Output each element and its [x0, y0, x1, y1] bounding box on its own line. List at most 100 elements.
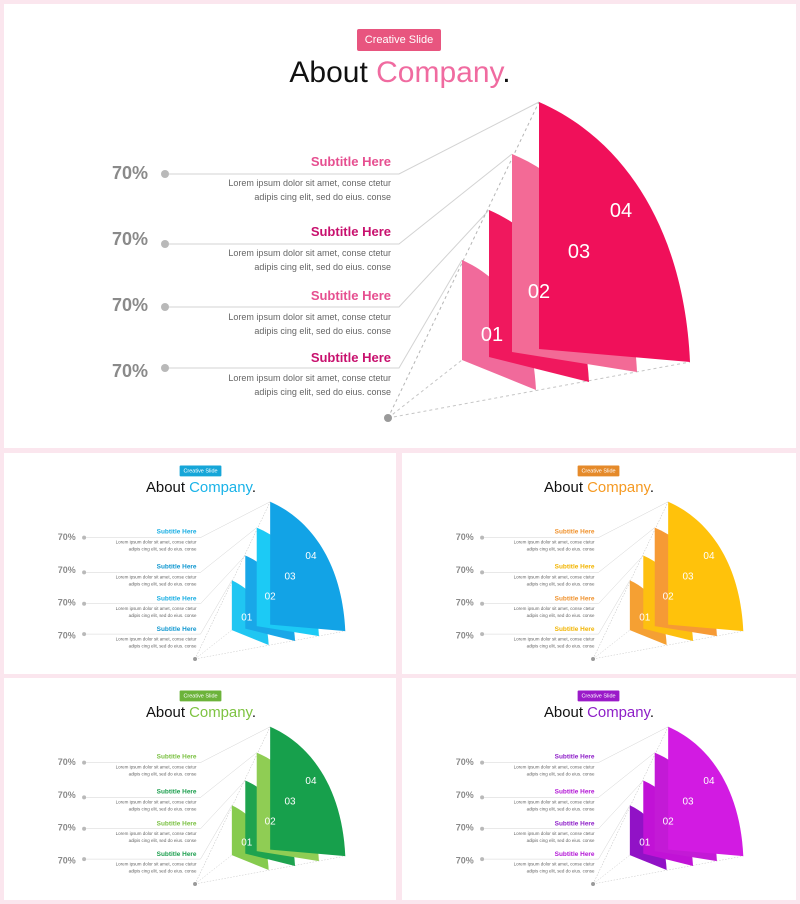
perspective-line: [592, 630, 744, 660]
bullet-dot: [82, 826, 87, 831]
item-body: Lorem ipsum dolor sit amet, conse ctetur…: [485, 636, 595, 650]
bullet-dot: [161, 240, 169, 248]
shape-number-3: 03: [285, 571, 297, 582]
item-body: Lorem ipsum dolor sit amet, conse ctetur…: [87, 764, 197, 778]
body-line: adipis cing elit, sed do eius. conse: [128, 613, 197, 619]
item-body: Lorem ipsum dolor sit amet, conse ctetur…: [87, 861, 197, 875]
percent-label: 70%: [455, 855, 474, 866]
percent-label: 70%: [57, 564, 76, 575]
shape-4: [668, 726, 744, 857]
connector-line: [484, 780, 644, 829]
connector-line: [169, 153, 513, 245]
connector-line: [484, 726, 669, 763]
bullet-dot: [480, 632, 485, 637]
bullet-dot: [480, 535, 485, 540]
creative-slide-badge: Creative Slide: [577, 690, 620, 702]
shape-number-4: 04: [610, 200, 632, 222]
body-line: Lorem ipsum dolor sit amet, conse ctetur: [513, 799, 595, 805]
item-body: Lorem ipsum dolor sit amet, conse ctetur…: [485, 861, 595, 875]
shape-number-1: 01: [481, 324, 503, 346]
body-line: Lorem ipsum dolor sit amet, conse ctetur: [513, 539, 595, 545]
body-line: adipis cing elit, sed do eius. conse: [128, 546, 197, 552]
shape-number-4: 04: [703, 551, 715, 562]
percent-label: 70%: [455, 789, 474, 800]
body-line: Lorem ipsum dolor sit amet, conse ctetur: [513, 861, 595, 867]
shape-4: [539, 102, 690, 362]
item-body: Lorem ipsum dolor sit amet, conse ctetur…: [171, 371, 391, 399]
shape-number-1: 01: [639, 838, 651, 849]
chart-graphic: 01 02 03 04: [86, 501, 346, 661]
shape-number-3: 03: [568, 241, 590, 263]
percent-label: 70%: [57, 597, 76, 608]
title-suffix: .: [649, 703, 655, 721]
item-subtitle: Subtitle Here: [554, 527, 595, 536]
body-line: adipis cing elit, sed do eius. conse: [128, 643, 197, 649]
body-line: adipis cing elit, sed do eius. conse: [526, 643, 595, 649]
body-line: adipis cing elit, sed do eius. conse: [128, 838, 197, 844]
item-body: Lorem ipsum dolor sit amet, conse ctetur…: [485, 764, 595, 778]
title-suffix: .: [649, 478, 655, 496]
title-suffix: .: [502, 56, 511, 89]
connector-line: [86, 527, 257, 573]
percent-label: 70%: [57, 855, 76, 866]
body-line: Lorem ipsum dolor sit amet, conse ctetur: [228, 178, 391, 188]
body-line: adipis cing elit, sed do eius. conse: [254, 326, 391, 336]
shape-4: [668, 501, 744, 632]
slide-orange: Creative Slide About Company. 01 02 03 04 70% S…: [402, 453, 796, 674]
shape-number-1: 01: [639, 613, 651, 624]
body-line: adipis cing elit, sed do eius. conse: [128, 771, 197, 777]
item-body: Lorem ipsum dolor sit amet, conse ctetur…: [87, 539, 197, 553]
item-subtitle: Subtitle Here: [554, 752, 595, 761]
shape-number-1: 01: [241, 613, 253, 624]
item-subtitle: Subtitle Here: [554, 625, 595, 633]
title-prefix: About: [543, 703, 588, 721]
creative-slide-badge: Creative Slide: [179, 690, 222, 702]
title-prefix: About: [543, 478, 588, 496]
connector-line: [86, 726, 271, 763]
body-line: adipis cing elit, sed do eius. conse: [254, 387, 391, 397]
connector-line: [484, 555, 644, 604]
item-subtitle: Subtitle Here: [554, 819, 595, 827]
page-title: About Company.: [402, 704, 796, 721]
bullet-dot: [82, 760, 87, 765]
perspective-line: [194, 629, 233, 660]
percent-label: 70%: [57, 532, 76, 543]
connector-line: [484, 805, 631, 860]
percent-label: 70%: [112, 361, 149, 381]
percent-label: 70%: [112, 295, 149, 315]
perspective-line: [592, 855, 744, 885]
item-body: Lorem ipsum dolor sit amet, conse ctetur…: [87, 605, 197, 619]
body-line: Lorem ipsum dolor sit amet, conse ctetur: [513, 831, 595, 837]
perspective-line: [194, 630, 346, 660]
bullet-dot: [82, 857, 87, 862]
perspective-line: [387, 359, 463, 419]
item-subtitle: Subtitle Here: [156, 594, 197, 602]
body-line: Lorem ipsum dolor sit amet, conse ctetur: [115, 861, 197, 867]
bullet-dot: [480, 826, 485, 831]
chart-graphic: 01 02 03 04: [86, 726, 346, 886]
creative-slide-badge: Creative Slide: [357, 29, 441, 51]
title-highlight: Company: [587, 478, 650, 496]
bullet-dot: [82, 601, 87, 606]
shape-number-3: 03: [683, 571, 695, 582]
shape-number-4: 04: [305, 776, 317, 787]
body-line: Lorem ipsum dolor sit amet, conse ctetur: [115, 764, 197, 770]
title-suffix: .: [251, 703, 257, 721]
item-subtitle: Subtitle Here: [156, 562, 197, 570]
perspective-line: [194, 854, 233, 885]
body-line: Lorem ipsum dolor sit amet, conse ctetur: [228, 248, 391, 258]
connector-line: [86, 580, 233, 635]
title-highlight: Company: [587, 703, 650, 721]
item-body: Lorem ipsum dolor sit amet, conse ctetur…: [87, 798, 197, 812]
perspective-line: [387, 101, 540, 419]
item-body: Lorem ipsum dolor sit amet, conse ctetur…: [87, 636, 197, 650]
body-line: adipis cing elit, sed do eius. conse: [254, 192, 391, 202]
perspective-line: [194, 726, 271, 885]
percent-label: 70%: [455, 532, 474, 543]
bullet-dot: [82, 570, 87, 575]
item-subtitle: Subtitle Here: [554, 562, 595, 570]
body-line: Lorem ipsum dolor sit amet, conse ctetur: [513, 606, 595, 612]
percent-label: 70%: [57, 822, 76, 833]
slide-green: Creative Slide About Company. 01 02 03 04 70% S…: [4, 678, 396, 900]
percent-label: 70%: [455, 564, 474, 575]
